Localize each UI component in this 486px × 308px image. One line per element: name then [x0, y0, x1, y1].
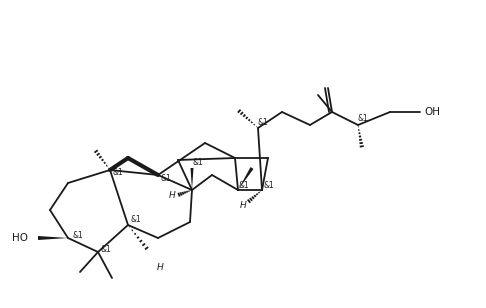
Text: H: H	[156, 264, 163, 273]
Text: &1: &1	[263, 180, 274, 189]
Text: &1: &1	[192, 157, 203, 167]
Text: OH: OH	[424, 107, 440, 117]
Text: &1: &1	[238, 180, 249, 189]
Text: HO: HO	[12, 233, 28, 243]
Text: &1: &1	[72, 230, 83, 240]
Text: &1: &1	[112, 168, 123, 176]
Polygon shape	[191, 168, 193, 190]
Text: &1: &1	[130, 216, 141, 225]
Text: H: H	[169, 191, 175, 200]
Text: &1: &1	[358, 114, 369, 123]
Text: &1: &1	[258, 117, 269, 127]
Polygon shape	[38, 236, 68, 240]
Text: &1: &1	[160, 173, 171, 183]
Text: &1: &1	[100, 245, 111, 254]
Polygon shape	[238, 167, 254, 190]
Text: H: H	[240, 201, 246, 209]
